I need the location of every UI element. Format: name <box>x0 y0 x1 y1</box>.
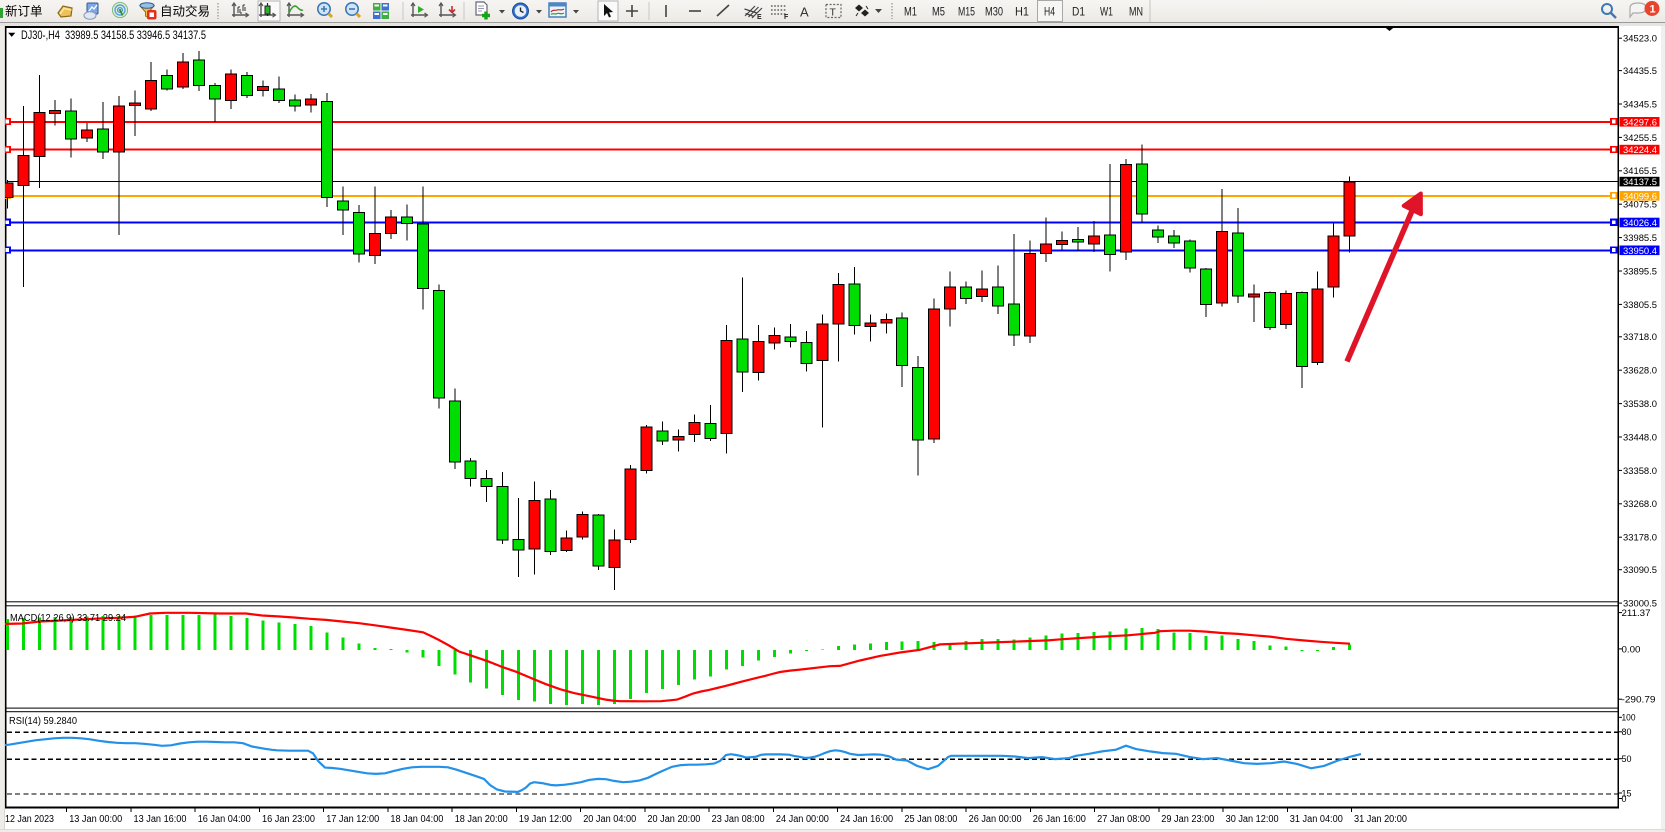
svg-text:T: T <box>830 7 837 19</box>
svg-text:18 Jan 20:00: 18 Jan 20:00 <box>455 814 509 825</box>
svg-text:33805.5: 33805.5 <box>1623 300 1657 311</box>
svg-text:20 Jan 20:00: 20 Jan 20:00 <box>647 814 701 825</box>
svg-text:29 Jan 23:00: 29 Jan 23:00 <box>1161 814 1215 825</box>
svg-text:34523.0: 34523.0 <box>1623 34 1657 45</box>
svg-text:34435.5: 34435.5 <box>1623 66 1657 77</box>
svg-text:M30: M30 <box>985 5 1003 19</box>
svg-text:33538.0: 33538.0 <box>1623 399 1657 410</box>
svg-text:100: 100 <box>1622 713 1636 724</box>
svg-text:34026.4: 34026.4 <box>1623 218 1658 229</box>
svg-text:33178.0: 33178.0 <box>1623 533 1657 544</box>
svg-text:33950.4: 33950.4 <box>1623 246 1658 257</box>
svg-text:RSI(14) 59.2840: RSI(14) 59.2840 <box>9 715 77 727</box>
svg-text:24 Jan 00:00: 24 Jan 00:00 <box>776 814 830 825</box>
svg-text:16 Jan 04:00: 16 Jan 04:00 <box>198 814 252 825</box>
svg-text:20 Jan 04:00: 20 Jan 04:00 <box>583 814 637 825</box>
svg-text:1: 1 <box>1650 4 1656 16</box>
svg-text:A: A <box>800 5 809 20</box>
svg-text:33000.5: 33000.5 <box>1623 599 1657 610</box>
svg-text:80: 80 <box>1622 727 1632 738</box>
svg-text:16 Jan 23:00: 16 Jan 23:00 <box>262 814 316 825</box>
svg-text:19 Jan 12:00: 19 Jan 12:00 <box>519 814 573 825</box>
svg-text:0.00: 0.00 <box>1622 644 1641 655</box>
svg-text:27 Jan 08:00: 27 Jan 08:00 <box>1097 814 1151 825</box>
svg-text:31 Jan 20:00: 31 Jan 20:00 <box>1354 814 1408 825</box>
svg-text:34165.5: 34165.5 <box>1623 166 1657 177</box>
svg-text:12 Jan 2023: 12 Jan 2023 <box>5 814 54 825</box>
svg-text:33985.5: 33985.5 <box>1623 233 1657 244</box>
svg-text:33268.0: 33268.0 <box>1623 499 1657 510</box>
svg-text:23 Jan 08:00: 23 Jan 08:00 <box>712 814 766 825</box>
svg-text:211.37: 211.37 <box>1622 608 1651 619</box>
svg-text:D1: D1 <box>1072 5 1085 19</box>
svg-text:34224.4: 34224.4 <box>1623 145 1658 156</box>
svg-text:0: 0 <box>1622 794 1627 805</box>
svg-text:26 Jan 16:00: 26 Jan 16:00 <box>1033 814 1087 825</box>
svg-text:H1: H1 <box>1015 5 1029 19</box>
svg-text:33718.0: 33718.0 <box>1623 332 1657 343</box>
svg-text:DJ30-,H4 33989.5 34158.5 3394: DJ30-,H4 33989.5 34158.5 33946.5 34137.5 <box>21 28 206 42</box>
svg-text:33895.5: 33895.5 <box>1623 266 1657 277</box>
svg-text:34255.5: 34255.5 <box>1623 133 1657 144</box>
svg-text:自动交易: 自动交易 <box>160 4 210 19</box>
svg-text:30 Jan 12:00: 30 Jan 12:00 <box>1226 814 1280 825</box>
svg-text:33090.5: 33090.5 <box>1623 565 1657 576</box>
svg-text:26 Jan 00:00: 26 Jan 00:00 <box>969 814 1023 825</box>
svg-text:F: F <box>784 14 789 21</box>
svg-text:MACD(12,26,9) 33.71 29.24: MACD(12,26,9) 33.71 29.24 <box>10 612 126 624</box>
svg-text:50: 50 <box>1622 754 1632 765</box>
svg-text:25 Jan 08:00: 25 Jan 08:00 <box>904 814 958 825</box>
svg-text:新订单: 新订单 <box>5 4 43 19</box>
svg-text:W1: W1 <box>1100 5 1113 19</box>
svg-text:E: E <box>757 14 762 21</box>
svg-text:33358.0: 33358.0 <box>1623 466 1657 477</box>
svg-text:34345.5: 34345.5 <box>1623 99 1657 110</box>
svg-text:31 Jan 04:00: 31 Jan 04:00 <box>1290 814 1344 825</box>
svg-text:18 Jan 04:00: 18 Jan 04:00 <box>390 814 444 825</box>
svg-text:M5: M5 <box>932 5 945 19</box>
svg-text:33448.0: 33448.0 <box>1623 432 1657 443</box>
svg-text:24 Jan 16:00: 24 Jan 16:00 <box>840 814 894 825</box>
svg-text:34075.5: 34075.5 <box>1623 200 1657 211</box>
svg-text:MN: MN <box>1129 5 1143 19</box>
svg-text:15: 15 <box>1622 788 1632 799</box>
svg-text:33628.0: 33628.0 <box>1623 366 1657 377</box>
svg-text:H4: H4 <box>1044 5 1055 19</box>
svg-text:-290.79: -290.79 <box>1622 695 1656 706</box>
svg-text:34297.6: 34297.6 <box>1623 117 1657 128</box>
svg-text:13 Jan 00:00: 13 Jan 00:00 <box>69 814 123 825</box>
svg-text:34099.6: 34099.6 <box>1623 191 1657 202</box>
svg-text:13 Jan 16:00: 13 Jan 16:00 <box>134 814 188 825</box>
svg-text:M1: M1 <box>904 5 917 19</box>
svg-text:M15: M15 <box>958 5 975 19</box>
svg-text:17 Jan 12:00: 17 Jan 12:00 <box>326 814 380 825</box>
svg-text:34137.5: 34137.5 <box>1623 177 1657 188</box>
